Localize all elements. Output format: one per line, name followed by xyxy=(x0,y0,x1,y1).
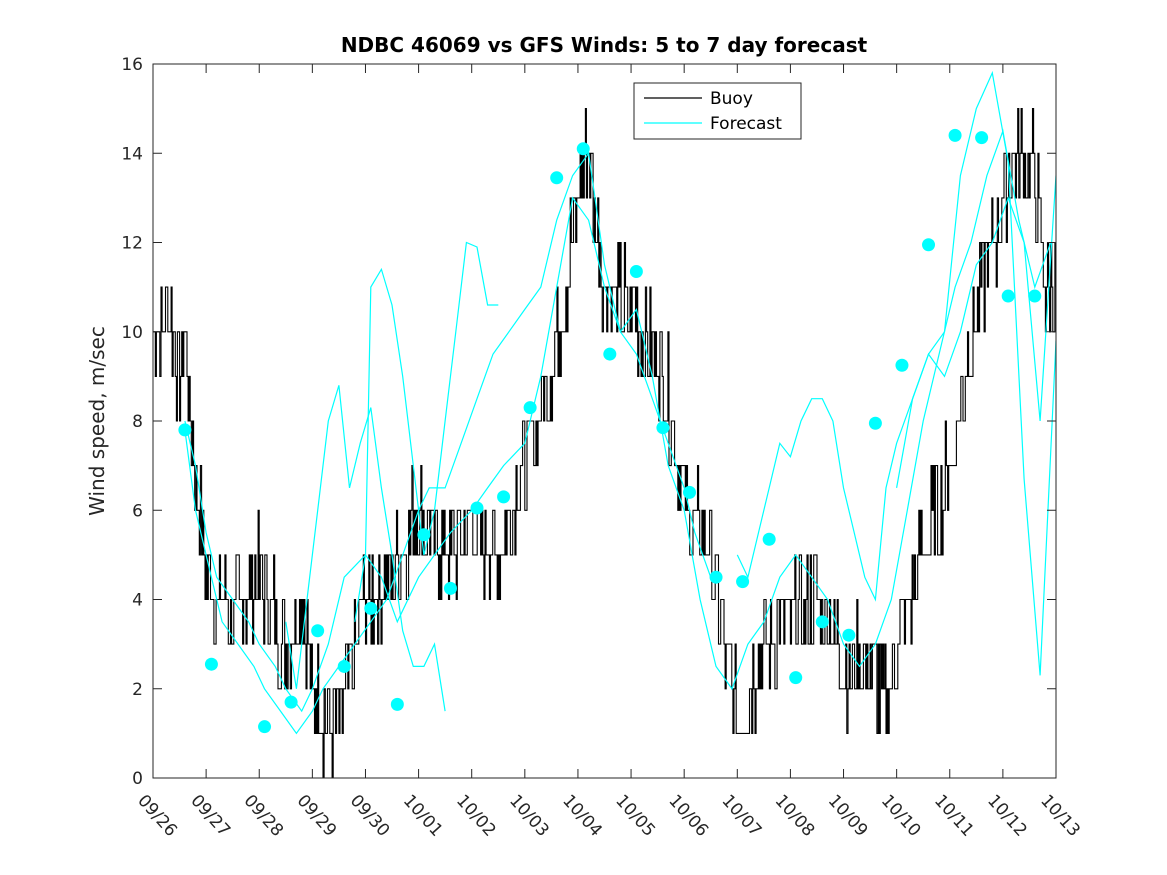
x-tick-label: 10/04 xyxy=(558,791,606,841)
forecast-marker xyxy=(364,601,378,615)
forecast-marker xyxy=(550,171,564,185)
x-tick-label: 10/11 xyxy=(930,791,978,841)
y-tick-label: 8 xyxy=(132,412,143,432)
buoy-series-line xyxy=(153,108,1056,778)
x-tick-label: 09/26 xyxy=(133,791,181,841)
y-tick-label: 16 xyxy=(121,55,143,75)
forecast-marker xyxy=(709,570,723,584)
x-tick-label: 10/13 xyxy=(1036,791,1084,841)
forecast-series-line-5 xyxy=(736,70,1056,676)
x-tick-label: 09/27 xyxy=(186,791,234,841)
forecast-marker xyxy=(337,659,351,673)
forecast-marker xyxy=(576,142,590,156)
legend-box xyxy=(633,82,802,140)
x-tick-label: 10/06 xyxy=(664,791,712,841)
forecast-marker xyxy=(204,657,218,671)
y-axis-label: Wind speed, m/sec xyxy=(85,326,109,516)
forecast-marker xyxy=(603,347,617,361)
forecast-marker xyxy=(975,131,989,145)
forecast-marker xyxy=(815,615,829,629)
x-tick-label: 09/29 xyxy=(293,791,341,841)
x-tick-label: 09/28 xyxy=(240,791,288,841)
forecast-series-line-2 xyxy=(184,151,712,735)
x-tick-label: 10/09 xyxy=(824,791,872,841)
forecast-marker xyxy=(390,697,404,711)
x-tick-label: 09/30 xyxy=(346,791,394,841)
forecast-marker xyxy=(443,581,457,595)
forecast-marker xyxy=(629,265,643,279)
forecast-marker xyxy=(284,695,298,709)
forecast-marker xyxy=(789,671,803,685)
forecast-marker xyxy=(258,720,272,734)
forecast-marker xyxy=(178,423,192,437)
chart-title: NDBC 46069 vs GFS Winds: 5 to 7 day fore… xyxy=(341,33,868,57)
x-tick-label: 10/01 xyxy=(399,791,447,841)
forecast-marker xyxy=(948,128,962,142)
forecast-marker xyxy=(895,358,909,372)
legend-entry: Buoy xyxy=(710,89,753,109)
forecast-marker xyxy=(523,401,537,415)
plot-area xyxy=(153,70,1056,778)
forecast-marker xyxy=(868,416,882,430)
x-tick-label: 10/10 xyxy=(877,791,925,841)
forecast-marker xyxy=(417,528,431,542)
y-tick-label: 4 xyxy=(132,591,143,611)
legend: Buoy Forecast xyxy=(633,82,802,140)
y-tick-label: 10 xyxy=(121,323,143,343)
x-tick-label: 10/12 xyxy=(983,791,1031,841)
forecast-series-line-4 xyxy=(285,385,446,712)
forecast-marker xyxy=(470,501,484,515)
y-tick-label: 0 xyxy=(132,769,143,789)
forecast-marker xyxy=(497,490,511,504)
x-tick-label: 10/02 xyxy=(452,791,500,841)
forecast-marker xyxy=(1028,289,1042,303)
forecast-marker xyxy=(762,532,776,546)
forecast-series-line-6 xyxy=(896,175,1056,489)
forecast-series-line-1 xyxy=(184,128,1052,713)
y-tick-label: 6 xyxy=(132,501,143,521)
forecast-marker xyxy=(1001,289,1015,303)
forecast-marker xyxy=(842,628,856,642)
forecast-series-line-3 xyxy=(354,241,499,622)
forecast-marker xyxy=(656,421,670,435)
forecast-marker xyxy=(922,238,936,252)
x-tick-label: 10/05 xyxy=(611,791,659,841)
forecast-marker xyxy=(311,624,325,638)
legend-entry: Forecast xyxy=(710,114,782,134)
x-tick-label: 10/08 xyxy=(771,791,819,841)
x-tick-label: 10/03 xyxy=(505,791,553,841)
forecast-marker xyxy=(736,575,750,589)
forecast-marker xyxy=(682,485,696,499)
x-tick-label: 10/07 xyxy=(718,791,766,841)
y-tick-label: 12 xyxy=(121,234,143,254)
y-tick-label: 2 xyxy=(132,680,143,700)
y-tick-label: 14 xyxy=(121,144,143,164)
